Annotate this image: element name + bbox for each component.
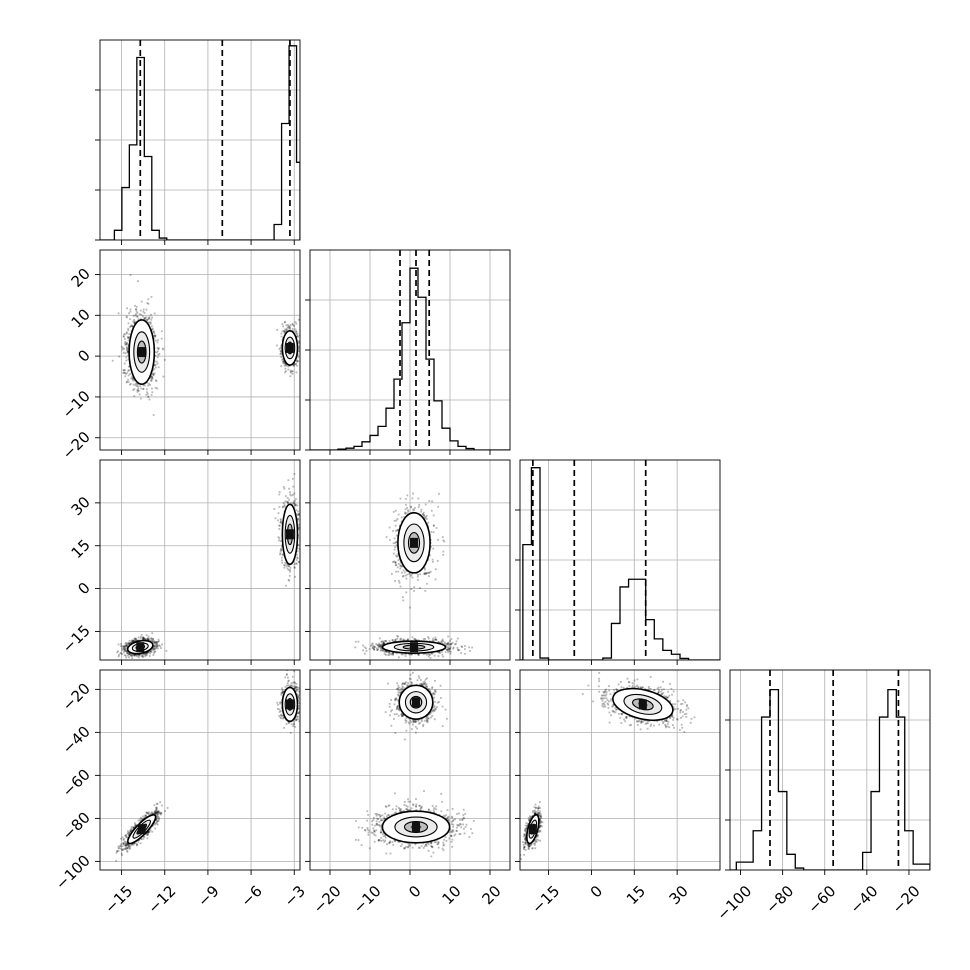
density-peak-0 (137, 347, 146, 358)
x-tick-label-3: −6 (237, 882, 265, 910)
scatter-frame-0-1 (99, 249, 301, 451)
scatter-frame-0-2 (99, 459, 301, 661)
scatter-frame-1-3 (309, 669, 511, 871)
density-peak-1 (285, 529, 294, 540)
y-tick-labels-row-1: −20 −10 0 10 20 (59, 265, 94, 463)
scatter-frame-1-2 (309, 459, 511, 661)
hist-outline-1 (310, 267, 510, 450)
density-peak-0 (136, 642, 145, 653)
x-tick-label-0: −20 (310, 882, 345, 917)
hist-outline-2 (520, 467, 720, 660)
x-tick-labels-col-2: −15 0 15 30 (528, 882, 692, 917)
x-tick-labels-col-0: −15 −12 −9 −6 −3 (101, 882, 309, 917)
scatter-panel-2-3 (515, 669, 721, 875)
y-tick-label-1: −10 (59, 387, 94, 422)
y-tick-label-0: −15 (59, 622, 94, 657)
x-tick-label-1: 0 (587, 882, 606, 901)
x-tick-label-3: 30 (666, 882, 692, 908)
density-peak-1 (285, 699, 294, 710)
x-tick-label-4: −3 (281, 882, 309, 910)
hist-panel-0 (95, 39, 301, 245)
y-tick-label-2: 15 (68, 536, 94, 562)
y-tick-label-2: 0 (74, 346, 93, 365)
y-tick-labels-row-3: −100 −80 −60 −40 −20 (52, 679, 94, 893)
scatter-panel-0-2 (95, 459, 301, 665)
x-tick-label-1: −12 (144, 882, 179, 917)
x-tick-label-3: −40 (846, 882, 881, 917)
y-tick-label-0: −20 (59, 428, 94, 463)
x-tick-label-3: 10 (439, 882, 465, 908)
hist-frame-1 (309, 249, 511, 451)
x-tick-label-2: −60 (804, 882, 839, 917)
hist-frame-3 (729, 669, 931, 871)
x-tick-label-4: −20 (889, 882, 924, 917)
scatter-panel-0-3 (95, 669, 301, 875)
y-tick-label-4: 20 (68, 265, 94, 291)
density-peak-1 (412, 821, 420, 832)
density-peak-0 (137, 824, 146, 835)
y-tick-label-2: −60 (59, 765, 94, 800)
x-tick-labels-col-3: −100 −80 −60 −40 −20 (713, 882, 923, 924)
y-tick-label-3: 10 (68, 305, 94, 331)
x-tick-label-2: −9 (194, 882, 222, 910)
density-peak-0 (410, 537, 418, 548)
scatter-panel-1-3 (305, 669, 511, 875)
hist-outline-0 (100, 45, 300, 240)
x-tick-label-0: −15 (528, 882, 563, 917)
density-peak-1 (410, 642, 418, 653)
y-tick-label-1: −80 (59, 808, 94, 843)
x-tick-label-0: −15 (101, 882, 136, 917)
hist-frame-2 (519, 459, 721, 661)
x-tick-label-2: 0 (405, 882, 424, 901)
x-tick-label-2: 15 (623, 882, 649, 908)
y-tick-label-3: 30 (68, 493, 94, 519)
y-tick-labels-row-2: −15 0 15 30 (59, 493, 94, 657)
y-tick-label-4: −20 (59, 679, 94, 714)
x-tick-label-1: −80 (762, 882, 797, 917)
density-peak-1 (528, 824, 537, 835)
x-tick-label-4: 20 (479, 882, 505, 908)
scatter-panel-0-1 (95, 249, 301, 455)
hist-panel-2 (515, 459, 721, 665)
density-peak-0 (638, 699, 647, 710)
hist-panel-1 (305, 249, 511, 455)
scatter-panel-1-2 (305, 459, 511, 665)
scatter-frame-0-3 (99, 669, 301, 871)
y-tick-label-1: 0 (74, 579, 93, 598)
x-tick-label-0: −100 (713, 882, 755, 924)
hist-frame-0 (99, 39, 301, 241)
density-peak-1 (285, 342, 294, 353)
scatter-frame-2-3 (519, 669, 721, 871)
y-tick-label-3: −40 (59, 722, 94, 757)
hist-panel-3 (725, 669, 931, 875)
density-peak-0 (412, 697, 420, 708)
y-tick-label-0: −100 (52, 851, 94, 893)
hist-outline-3 (730, 688, 930, 870)
x-tick-labels-col-1: −20 −10 0 10 20 (310, 882, 505, 917)
x-tick-label-1: −10 (350, 882, 385, 917)
